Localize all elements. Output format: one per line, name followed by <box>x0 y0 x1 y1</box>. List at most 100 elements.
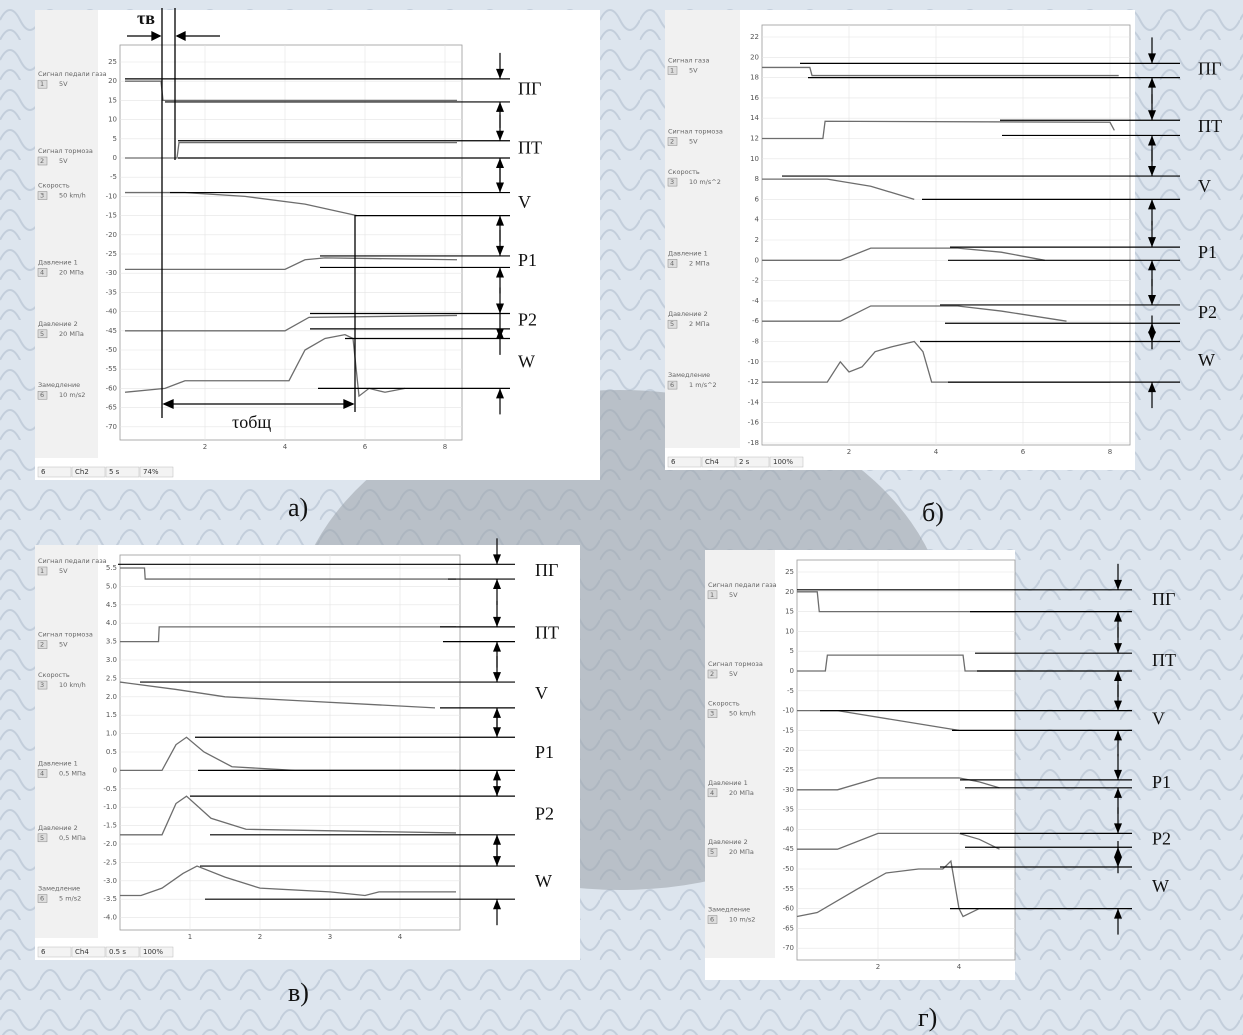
channel-scale: 20 МПа <box>59 268 84 276</box>
channel-name: Скорость <box>38 671 70 679</box>
signal-label: V <box>518 192 531 212</box>
channel-scale: 20 МПа <box>729 848 754 856</box>
status-text: 2 s <box>739 458 750 466</box>
signal-label: W <box>518 352 535 372</box>
channel-number: 6 <box>710 916 714 924</box>
channel-scale: 10 m/s^2 <box>689 178 721 186</box>
channel-scale: 2 МПа <box>689 259 710 267</box>
signal-label: ПТ <box>535 622 559 642</box>
y-tick-label: 2.0 <box>106 693 117 701</box>
channel-name: Давление 2 <box>708 838 748 846</box>
channel-number: 5 <box>710 848 714 856</box>
y-tick-label: 6 <box>755 195 760 203</box>
x-tick-label: 3 <box>328 933 332 941</box>
y-tick-label: -70 <box>106 423 117 431</box>
y-tick-label: -60 <box>783 905 794 913</box>
signal-label: W <box>535 871 552 891</box>
y-tick-label: 0 <box>790 667 794 675</box>
y-tick-label: -12 <box>748 378 759 386</box>
y-tick-label: 8 <box>755 175 759 183</box>
y-tick-label: -30 <box>783 786 794 794</box>
y-tick-label: -8 <box>752 338 759 346</box>
y-tick-label: -6 <box>752 317 760 325</box>
status-text: 6 <box>41 468 46 476</box>
plot-frame <box>797 560 1015 960</box>
channel-name: Замедление <box>668 371 710 379</box>
y-tick-label: 5.5 <box>106 564 117 572</box>
signal-label: P1 <box>518 250 537 270</box>
y-tick-label: 20 <box>785 588 794 596</box>
signal-label: ПГ <box>518 79 541 99</box>
signal-label: P1 <box>1152 772 1171 792</box>
tau-total-label: τобщ <box>232 412 271 432</box>
channel-name: Давление 1 <box>668 249 708 257</box>
x-tick-label: 2 <box>258 933 262 941</box>
channel-name: Давление 1 <box>708 779 748 787</box>
y-tick-label: -2.0 <box>103 840 117 848</box>
y-tick-label: -10 <box>106 192 117 200</box>
y-tick-label: 5 <box>790 647 794 655</box>
y-tick-label: -45 <box>783 845 794 853</box>
y-tick-label: -5 <box>787 687 794 695</box>
channel-name: Замедление <box>38 381 80 389</box>
y-tick-label: -40 <box>783 825 794 833</box>
signal-label: ПГ <box>1152 589 1175 609</box>
y-tick-label: -65 <box>106 404 117 412</box>
channel-number: 1 <box>40 567 44 575</box>
signal-label: ПГ <box>535 560 558 580</box>
y-tick-label: 0 <box>113 154 117 162</box>
y-tick-label: 10 <box>108 116 117 124</box>
y-tick-label: 1.5 <box>106 711 117 719</box>
channel-scale: 10 m/s2 <box>59 391 85 399</box>
channel-scale: 1 m/s^2 <box>689 381 717 389</box>
channel-name: Скорость <box>668 168 700 176</box>
channel-number: 6 <box>40 391 44 399</box>
y-tick-label: 18 <box>750 74 759 82</box>
signal-label: V <box>1152 709 1165 729</box>
y-tick-label: -20 <box>783 746 794 754</box>
y-tick-label: 3.0 <box>106 656 117 664</box>
y-tick-label: -35 <box>783 806 794 814</box>
panel-caption: б) <box>922 498 944 527</box>
y-tick-label: 20 <box>108 77 117 85</box>
channel-scale: 5V <box>59 641 68 649</box>
channel-name: Замедление <box>38 885 80 893</box>
channel-scale: 0,5 МПа <box>59 834 86 842</box>
y-tick-label: -15 <box>783 726 794 734</box>
y-tick-label: 10 <box>750 155 759 163</box>
channel-number: 3 <box>670 178 674 186</box>
y-tick-label: 2.5 <box>106 674 117 682</box>
signal-label: ПТ <box>518 137 542 157</box>
y-tick-label: 25 <box>108 58 117 66</box>
channel-scale: 20 МПа <box>729 789 754 797</box>
y-tick-label: 16 <box>750 94 759 102</box>
y-tick-label: -14 <box>748 398 760 406</box>
channel-number: 5 <box>40 330 44 338</box>
y-tick-label: -25 <box>783 766 794 774</box>
channel-number: 4 <box>40 268 44 276</box>
y-tick-label: 2 <box>755 236 759 244</box>
y-tick-label: -50 <box>783 865 794 873</box>
status-text: 74% <box>143 468 159 476</box>
figure: 2520151050-5-10-15-20-25-30-35-40-45-50-… <box>0 0 1243 1035</box>
signal-label: V <box>535 683 548 703</box>
signal-label: ПТ <box>1198 116 1222 136</box>
channel-name: Давление 1 <box>38 759 78 767</box>
status-text: Ch4 <box>705 458 719 466</box>
channel-number: 4 <box>40 769 44 777</box>
channel-scale: 5V <box>59 80 68 88</box>
y-tick-label: -55 <box>783 885 794 893</box>
panel-caption: в) <box>288 978 309 1007</box>
y-tick-label: 0.5 <box>106 748 117 756</box>
x-tick-label: 1 <box>188 933 192 941</box>
channel-number: 4 <box>710 789 714 797</box>
status-text: 0.5 s <box>109 948 126 956</box>
oscillogram-panel: 2520151050-5-10-15-20-25-30-35-40-45-50-… <box>35 10 600 480</box>
y-tick-label: -18 <box>748 439 759 447</box>
channel-number: 2 <box>710 670 714 678</box>
channel-number: 6 <box>40 895 44 903</box>
channel-number: 6 <box>670 381 674 389</box>
channel-name: Скорость <box>38 182 70 190</box>
status-text: 6 <box>671 458 676 466</box>
status-text: 5 s <box>109 468 120 476</box>
